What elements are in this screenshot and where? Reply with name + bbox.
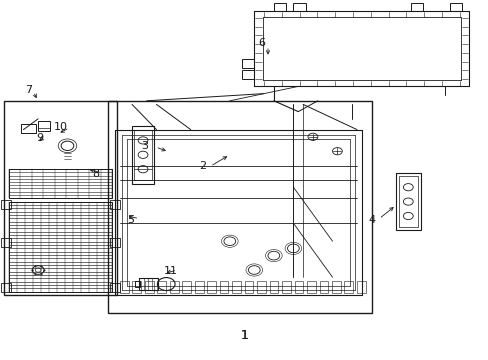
Text: 5: 5 [127, 215, 134, 225]
Bar [219, 281, 228, 293]
Bar [139, 278, 158, 290]
Bar [1, 283, 11, 292]
Bar [232, 281, 241, 293]
Bar [306, 281, 315, 293]
Bar [110, 238, 120, 247]
Bar [410, 3, 422, 11]
Bar [38, 121, 50, 131]
Bar [135, 281, 140, 287]
Bar [157, 281, 166, 293]
Bar [110, 200, 120, 209]
Bar [144, 281, 153, 293]
Bar [110, 283, 120, 292]
Bar [1, 238, 11, 247]
Bar [194, 281, 203, 293]
Bar [132, 126, 154, 184]
Text: 9: 9 [37, 132, 43, 143]
Bar [242, 59, 254, 68]
Text: 2: 2 [199, 161, 206, 171]
Bar [132, 281, 141, 293]
Bar [294, 281, 303, 293]
Bar [356, 281, 365, 293]
Bar [344, 281, 352, 293]
Bar [257, 281, 265, 293]
Bar [1, 200, 11, 209]
Text: 11: 11 [164, 266, 178, 276]
Bar [134, 130, 151, 180]
Text: 1: 1 [240, 329, 248, 342]
Bar [9, 202, 112, 292]
Text: 1: 1 [240, 329, 248, 342]
Bar [4, 101, 117, 295]
Bar [120, 281, 128, 293]
Bar [273, 3, 285, 11]
Text: 3: 3 [141, 141, 147, 151]
Bar [207, 281, 216, 293]
Bar [169, 281, 178, 293]
Bar [293, 3, 305, 11]
Bar [269, 281, 278, 293]
Bar [107, 101, 371, 313]
Text: 7: 7 [25, 85, 32, 95]
Bar [9, 169, 112, 198]
Bar [244, 281, 253, 293]
Text: 10: 10 [54, 122, 68, 132]
Bar [21, 124, 36, 133]
Bar [449, 3, 461, 11]
Bar [395, 173, 420, 230]
Bar [398, 176, 417, 227]
Text: 8: 8 [92, 168, 99, 179]
Text: 6: 6 [258, 38, 264, 48]
Text: 4: 4 [367, 215, 374, 225]
Bar [242, 70, 254, 79]
Bar [182, 281, 191, 293]
Bar [282, 281, 290, 293]
Bar [331, 281, 340, 293]
Bar [319, 281, 327, 293]
